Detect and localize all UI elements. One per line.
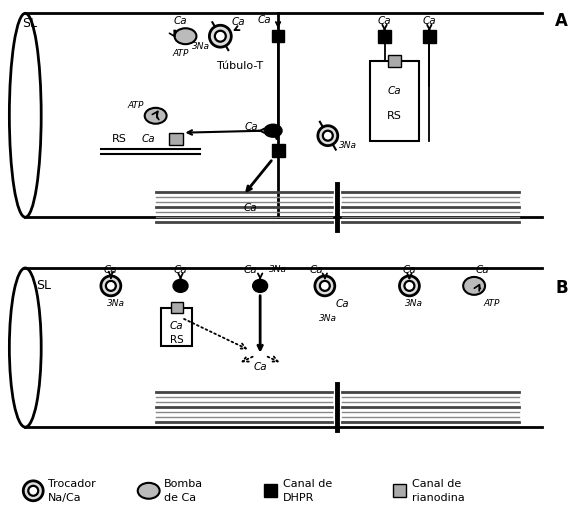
Circle shape bbox=[320, 281, 330, 291]
Text: rianodina: rianodina bbox=[412, 493, 465, 503]
Text: de Ca: de Ca bbox=[164, 493, 196, 503]
Text: ATP: ATP bbox=[127, 101, 144, 110]
Text: Ca: Ca bbox=[142, 134, 156, 144]
Circle shape bbox=[28, 486, 38, 496]
Text: 3Na: 3Na bbox=[339, 141, 357, 150]
Text: 3Na: 3Na bbox=[319, 314, 337, 323]
Ellipse shape bbox=[252, 279, 267, 292]
Ellipse shape bbox=[9, 268, 41, 427]
Bar bbox=[272, 30, 284, 42]
Text: 3Na: 3Na bbox=[107, 299, 125, 308]
Bar bbox=[378, 30, 391, 43]
Text: Ca: Ca bbox=[388, 86, 401, 96]
Text: Trocador: Trocador bbox=[48, 479, 96, 489]
Text: Na/Ca: Na/Ca bbox=[48, 493, 82, 503]
Text: Canal de: Canal de bbox=[412, 479, 461, 489]
Circle shape bbox=[106, 281, 116, 291]
Text: RS: RS bbox=[111, 134, 126, 144]
Text: DHPR: DHPR bbox=[283, 493, 314, 503]
Ellipse shape bbox=[9, 13, 41, 217]
Text: Bomba: Bomba bbox=[164, 479, 203, 489]
Bar bbox=[272, 144, 284, 157]
Text: Ca: Ca bbox=[336, 299, 350, 309]
Ellipse shape bbox=[145, 108, 167, 124]
Bar bbox=[25, 268, 526, 427]
Text: Ca: Ca bbox=[257, 15, 271, 25]
Text: Ca: Ca bbox=[174, 16, 188, 26]
Text: Ca: Ca bbox=[174, 265, 188, 275]
Ellipse shape bbox=[463, 277, 485, 295]
Bar bbox=[393, 484, 406, 497]
Text: Ca: Ca bbox=[243, 265, 257, 275]
Text: ATP: ATP bbox=[173, 48, 189, 57]
Circle shape bbox=[23, 481, 43, 501]
Bar bbox=[423, 30, 436, 43]
Circle shape bbox=[215, 31, 226, 42]
Text: Ca: Ca bbox=[243, 203, 257, 213]
Text: Ca: Ca bbox=[232, 17, 245, 27]
Circle shape bbox=[405, 281, 415, 291]
Text: Canal de: Canal de bbox=[283, 479, 332, 489]
Bar bbox=[25, 13, 526, 217]
Text: SL: SL bbox=[22, 17, 36, 30]
Ellipse shape bbox=[174, 28, 196, 44]
Ellipse shape bbox=[173, 279, 188, 292]
Text: 3Na: 3Na bbox=[192, 42, 210, 51]
Text: Ca: Ca bbox=[244, 122, 258, 132]
Text: Ca: Ca bbox=[310, 265, 324, 275]
Text: RS: RS bbox=[170, 335, 184, 345]
Circle shape bbox=[323, 131, 333, 141]
Text: Ca: Ca bbox=[423, 16, 436, 26]
Circle shape bbox=[315, 276, 335, 296]
Text: SL: SL bbox=[36, 279, 51, 292]
Text: Ca: Ca bbox=[378, 16, 391, 26]
Bar bbox=[171, 302, 182, 313]
Text: A: A bbox=[555, 12, 568, 30]
Bar bbox=[369, 61, 419, 141]
Text: 3Na: 3Na bbox=[405, 299, 423, 308]
Bar bbox=[263, 484, 277, 497]
Circle shape bbox=[400, 276, 419, 296]
Bar bbox=[168, 133, 182, 144]
Bar bbox=[160, 308, 192, 346]
Text: B: B bbox=[555, 279, 568, 297]
Text: Ca: Ca bbox=[475, 265, 489, 275]
Circle shape bbox=[101, 276, 121, 296]
Text: ATP: ATP bbox=[484, 299, 500, 308]
Text: Ca: Ca bbox=[104, 265, 118, 275]
Text: Ca: Ca bbox=[170, 320, 184, 330]
Text: Ca: Ca bbox=[254, 363, 267, 373]
Circle shape bbox=[210, 25, 231, 47]
Circle shape bbox=[318, 126, 338, 145]
Text: RS: RS bbox=[387, 111, 402, 121]
Text: 3Na: 3Na bbox=[269, 266, 287, 275]
Text: Ca: Ca bbox=[402, 265, 416, 275]
Bar bbox=[387, 55, 401, 67]
Ellipse shape bbox=[138, 483, 160, 499]
Ellipse shape bbox=[264, 124, 282, 137]
Text: Túbulo-T: Túbulo-T bbox=[217, 61, 263, 71]
